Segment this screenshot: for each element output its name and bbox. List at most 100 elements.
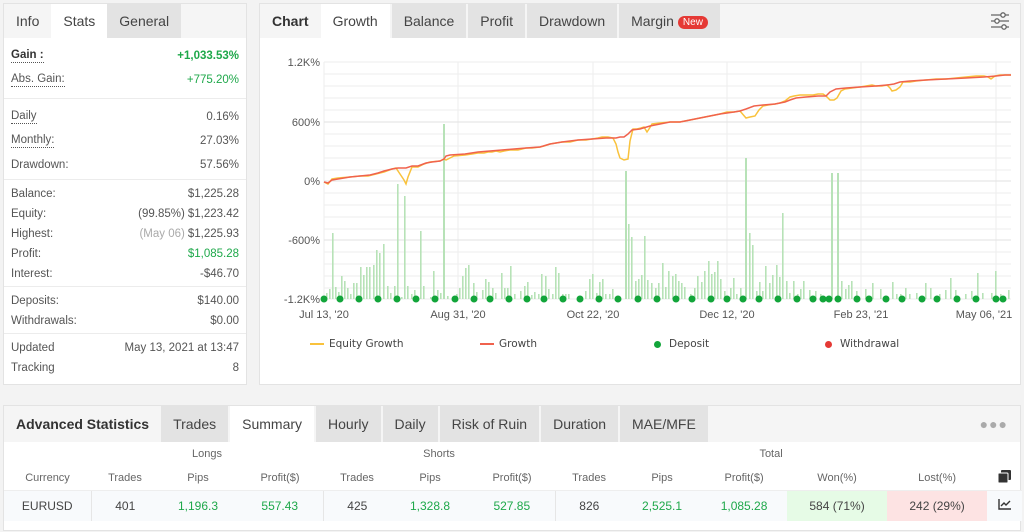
tab-margin[interactable]: Margin New [619,4,720,38]
stat-interest: Interest: -$46.70 [11,264,239,284]
deposit-marker-icon[interactable] [992,295,1000,303]
deposit-marker-icon[interactable] [412,295,420,303]
deposit-marker-icon[interactable] [825,295,833,303]
growth-line [323,74,1011,184]
abs-gain-label[interactable]: Abs. Gain: [11,73,65,87]
stat-deposits: Deposits: $140.00 [11,291,239,311]
deposit-marker-icon[interactable] [320,295,328,303]
tab-daily[interactable]: Daily [382,406,438,442]
deposit-marker-icon[interactable] [614,295,622,303]
cell-long-trades: 401 [90,489,159,521]
deposit-marker-icon[interactable] [470,295,478,303]
more-dots-icon[interactable]: ●●● [979,416,1008,432]
withdrawals-value: $0.00 [210,315,239,327]
deposit-marker-icon[interactable] [918,295,926,303]
cell-long-pips: 1,196.3 [159,489,237,521]
deposit-marker-icon[interactable] [505,295,513,303]
deposit-marker-icon[interactable] [393,295,401,303]
cell-long-profit: 557.43 [237,489,324,521]
shorts-header: Shorts [423,448,455,460]
deposit-marker-icon[interactable] [540,295,548,303]
tab-hourly[interactable]: Hourly [316,406,381,442]
tab-risk-of-ruin[interactable]: Risk of Ruin [439,406,540,442]
sliders-icon[interactable] [990,12,1010,30]
stat-tracking: Tracking 8 [11,358,239,378]
deposit-marker-icon[interactable] [755,295,763,303]
deposit-marker-icon[interactable] [933,295,941,303]
deposit-marker-icon[interactable] [523,295,531,303]
activity-bars [326,124,1010,299]
gain-label[interactable]: Gain : [11,49,44,63]
deposit-marker-icon[interactable] [898,295,906,303]
legend-withdrawal[interactable]: Withdrawal [825,338,899,350]
updated-value: May 13, 2021 at 13:47 [124,342,239,354]
tab-profit[interactable]: Profit [468,4,525,38]
major-gridlines [324,121,1011,241]
deposit-marker-icon[interactable] [653,295,661,303]
deposit-marker-icon[interactable] [451,295,459,303]
tab-stats[interactable]: Stats [51,4,108,38]
gain-group: Gain : +1,033.53% Abs. Gain: +775.20% [4,38,246,99]
legend-equity-growth[interactable]: Equity Growth [310,338,404,350]
deposit-marker-icon[interactable] [355,295,363,303]
deposit-marker-icon[interactable] [688,295,696,303]
deposit-marker-icon[interactable] [853,295,861,303]
group-header-row: Longs Shorts Total [4,442,1022,466]
deposit-marker-icon[interactable] [431,295,439,303]
equity-value: $1,223.42 [187,208,239,220]
chart-line-icon[interactable] [987,489,1023,521]
drawdown-label: Drawdown: [11,159,69,171]
highest-date: (May 06) [139,228,185,240]
deposit-marker-icon[interactable] [819,295,827,303]
tab-growth[interactable]: Growth [320,4,390,38]
deposit-marker-icon[interactable] [559,295,567,303]
deposit-marker-icon[interactable] [774,295,782,303]
daily-label[interactable]: Daily [11,110,37,124]
monthly-label[interactable]: Monthly: [11,134,55,148]
deposit-marker-icon[interactable] [723,295,731,303]
equity-growth-swatch-icon [310,343,324,345]
col-total-trades: Trades [572,471,606,484]
growth-chart[interactable]: 1.2K% 600% 0% -600% -1.2K% [260,38,1020,338]
drawdown-value: 57.56% [199,159,239,171]
tab-duration[interactable]: Duration [541,406,619,442]
deposit-marker-icon[interactable] [634,295,642,303]
deposit-marker-icon[interactable] [882,295,890,303]
withdrawal-dot-icon [825,340,832,348]
legend-growth[interactable]: Growth [480,338,537,350]
deposit-marker-icon[interactable] [486,295,494,303]
copy-icon[interactable] [987,466,1022,490]
legend-label: Equity Growth [329,338,404,350]
deposit-marker-icon[interactable] [739,295,747,303]
deposit-marker-icon[interactable] [953,295,961,303]
deposit-marker-icon[interactable] [672,295,680,303]
cell-lost: 242 (29%) [887,489,988,521]
interest-label: Interest: [11,268,53,280]
deposit-marker-icon[interactable] [707,295,715,303]
cell-total-pips: 2,525.1 [623,489,702,521]
tab-info[interactable]: Info [4,4,52,38]
deposit-marker-icon[interactable] [999,295,1007,303]
tab-drawdown[interactable]: Drawdown [526,4,618,38]
deposit-marker-icon[interactable] [374,295,382,303]
deposit-marker-icon[interactable] [793,295,801,303]
legend-deposit[interactable]: Deposit [654,338,709,350]
deposit-marker-icon[interactable] [576,295,584,303]
deposit-marker-icon[interactable] [809,295,817,303]
cell-won: 584 (71%) [787,489,888,521]
stat-equity: Equity: (99.85%) $1,223.42 [11,204,239,224]
deposit-marker-icon[interactable] [336,295,344,303]
cell-total-trades: 826 [554,489,624,521]
tab-summary[interactable]: Summary [230,406,315,442]
deposit-marker-icon[interactable] [595,295,603,303]
tracking-value: 8 [232,362,239,374]
tab-balance[interactable]: Balance [391,4,467,38]
tab-general[interactable]: General [107,4,182,38]
tab-trades[interactable]: Trades [161,406,229,442]
deposit-marker-icon[interactable] [972,295,980,303]
deposit-marker-icon[interactable] [834,295,842,303]
tab-mae-mfe[interactable]: MAE/MFE [620,406,708,442]
deposit-marker-icon[interactable] [865,295,873,303]
tracking-label: Tracking [11,362,55,374]
advanced-title: Advanced Statistics [4,406,162,442]
